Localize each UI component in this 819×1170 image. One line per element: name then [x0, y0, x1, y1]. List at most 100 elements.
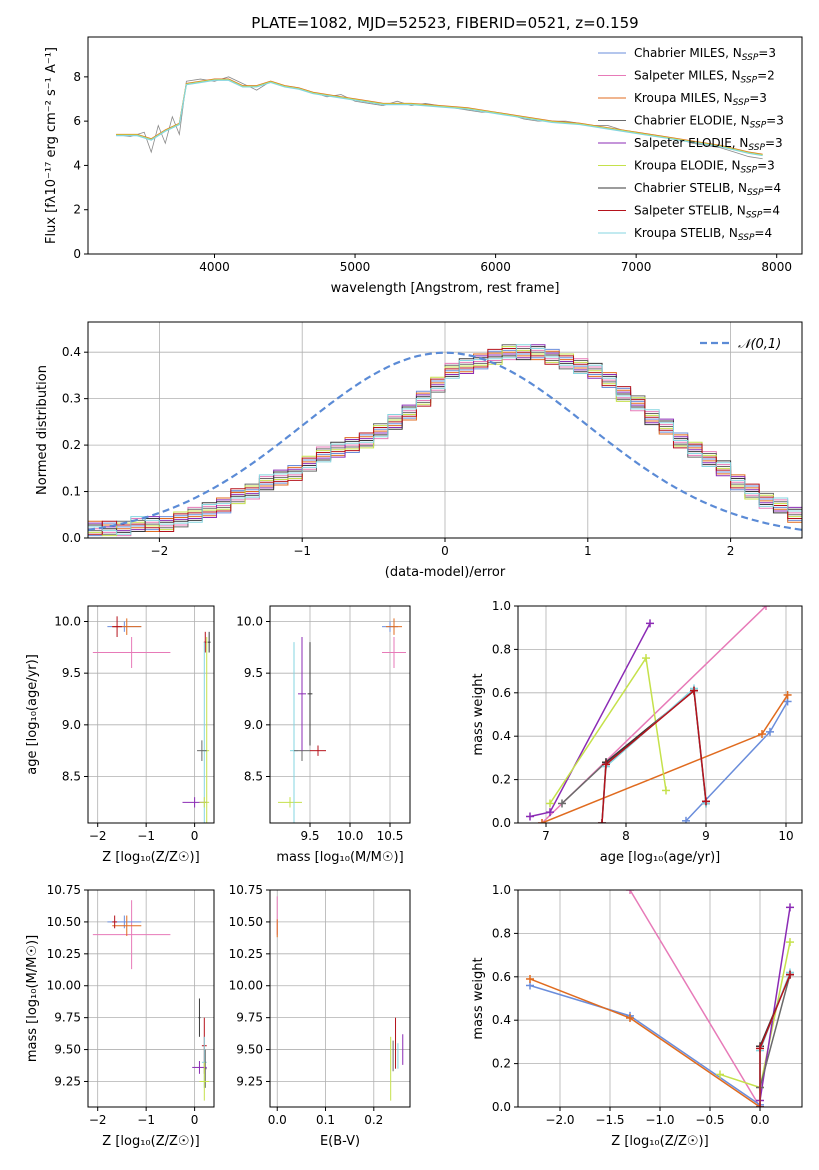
legend-item-name: Salpeter ELODIE, N: [634, 136, 748, 150]
legend-item: Kroupa STELIB, NSSP=4: [634, 226, 772, 243]
weight-line-salpeter_elodie: [529, 623, 651, 818]
legend-item-name: Kroupa MILES, N: [634, 91, 733, 105]
x-tick-label: 5000: [340, 260, 371, 274]
y-tick-label: 0.0: [492, 1100, 511, 1114]
x-tick-label: 0.2: [364, 1113, 383, 1127]
plot-area: [526, 606, 792, 823]
weight-line-salpeter_miles: [629, 890, 761, 1107]
normal-legend: 𝒩(0,1): [700, 337, 781, 352]
y-tick-label: 6: [73, 114, 81, 128]
legend-item-count: =3: [766, 114, 784, 128]
legend-item-subscript: SSP: [733, 98, 750, 108]
y-tick-label: 10.50: [47, 915, 81, 929]
axes-frame: [269, 605, 411, 824]
axes-frame: [517, 605, 803, 824]
y-tick-label: 10.00: [47, 979, 81, 993]
y-axis-label: mass [log₁₀(M/M☉)]: [25, 935, 40, 1062]
legend-item-count: =3: [749, 91, 767, 105]
y-tick-label: 0.8: [492, 642, 511, 656]
y-tick-label: 1.0: [492, 599, 511, 613]
legend-item-subscript: SSP: [741, 166, 758, 176]
x-tick-label: −2: [151, 544, 169, 558]
y-tick-label: 9.75: [236, 1011, 263, 1025]
plot-area: [92, 900, 210, 1101]
figure-title: PLATE=1082, MJD=52523, FIBERID=0521, z=0…: [251, 14, 638, 32]
y-tick-label: 10.75: [229, 883, 263, 897]
y-tick-label: 9.25: [236, 1074, 263, 1088]
legend-item-name: Salpeter STELIB, N: [634, 204, 746, 218]
legend-item-name: Chabrier STELIB, N: [634, 181, 747, 195]
legend-item-count: =2: [757, 69, 775, 83]
plot-area: [88, 344, 802, 538]
weight-line-chabrier_miles: [529, 984, 761, 1106]
legend-item-subscript: SSP: [748, 143, 765, 153]
legend-item: Chabrier MILES, NSSP=3: [634, 46, 776, 63]
x-tick-label: 6000: [480, 260, 511, 274]
axes-frame: [87, 36, 803, 255]
y-tick-label: 0.3: [62, 392, 81, 406]
legend-item: Salpeter STELIB, NSSP=4: [634, 204, 780, 221]
y-tick-label: 10.00: [229, 979, 263, 993]
x-tick-label: −1.0: [645, 1113, 674, 1127]
x-tick-label: 7: [542, 829, 550, 843]
legend-item-count: =3: [765, 136, 783, 150]
x-axis-label: Z [log₁₀(Z/Z☉)]: [102, 1134, 199, 1149]
y-tick-label: 10.50: [229, 915, 263, 929]
model-spectrum-line: [116, 79, 763, 157]
x-tick-label: 8000: [761, 260, 792, 274]
axes-frame: [87, 605, 215, 824]
normal-curve: [88, 351, 802, 531]
x-tick-label: 9.5: [300, 829, 319, 843]
legend-item-subscript: SSP: [741, 76, 758, 86]
y-tick-label: 10.0: [54, 615, 81, 629]
x-tick-label: 0: [191, 1113, 199, 1127]
legend-item-subscript: SSP: [750, 121, 767, 131]
x-tick-label: −1: [137, 829, 155, 843]
axes-frame: [269, 889, 411, 1108]
legend-item: Salpeter ELODIE, NSSP=3: [634, 136, 783, 153]
y-tick-label: 10.25: [229, 947, 263, 961]
plot-area: [116, 76, 763, 160]
legend-item-name: Salpeter MILES, N: [634, 69, 741, 83]
y-tick-label: 0.2: [492, 773, 511, 787]
legend-item-subscript: SSP: [738, 233, 755, 243]
legend-item-count: =4: [764, 181, 782, 195]
y-tick-label: 0.4: [492, 1013, 511, 1027]
y-tick-label: 0.4: [492, 729, 511, 743]
y-tick-label: 9.50: [236, 1043, 263, 1057]
x-tick-label: −1: [293, 544, 311, 558]
axes-frame: [87, 889, 215, 1108]
x-tick-label: 0: [441, 544, 449, 558]
legend-item: Chabrier STELIB, NSSP=4: [634, 181, 781, 198]
x-axis-label: mass [log₁₀(M/M☉)]: [276, 850, 403, 865]
legend-item-subscript: SSP: [746, 211, 763, 221]
y-tick-label: 8.5: [244, 770, 263, 784]
panel-mass_vs_ebv: 0.0 0.1 0.2 9.25 9.50 9.75 10.00 10.25 10.50 10.7…: [229, 883, 411, 1149]
y-tick-label: 0: [73, 247, 81, 261]
y-tick-label: 10.25: [47, 947, 81, 961]
y-tick-label: 9.5: [244, 666, 263, 680]
y-tick-label: 9.75: [54, 1011, 81, 1025]
y-tick-label: 1.0: [492, 883, 511, 897]
y-tick-label: 2: [73, 203, 81, 217]
x-tick-label: 4000: [199, 260, 230, 274]
y-tick-label: 10.75: [47, 883, 81, 897]
y-tick-label: 10.0: [236, 615, 263, 629]
x-axis-label: wavelength [Angstrom, rest frame]: [331, 281, 560, 296]
weight-line-chabrier_elodie: [759, 974, 791, 1088]
y-tick-label: 0.2: [492, 1057, 511, 1071]
y-tick-label: 0.6: [492, 686, 511, 700]
x-tick-label: 0.0: [268, 1113, 287, 1127]
y-tick-label: 8.5: [62, 770, 81, 784]
panel-residuals: 𝒩(0,1) −2 −1 0 1 2 0.0 0.1 0.2 0.3 0.4 (data-model)…: [35, 321, 803, 580]
y-tick-label: 9.5: [62, 666, 81, 680]
y-tick-label: 0.6: [492, 970, 511, 984]
legend-item-name: Chabrier ELODIE, N: [634, 114, 750, 128]
plot-area: [276, 896, 404, 1101]
x-axis-label: Z [log₁₀(Z/Z☉)]: [102, 850, 199, 865]
panel-age_vs_mass: 9.5 10.0 10.5 8.5 9.0 9.5 10.0 mass [log₁₀(M/M☉…: [236, 605, 411, 865]
legend-item: Kroupa ELODIE, NSSP=3: [634, 159, 775, 176]
x-tick-label: 10: [778, 829, 793, 843]
